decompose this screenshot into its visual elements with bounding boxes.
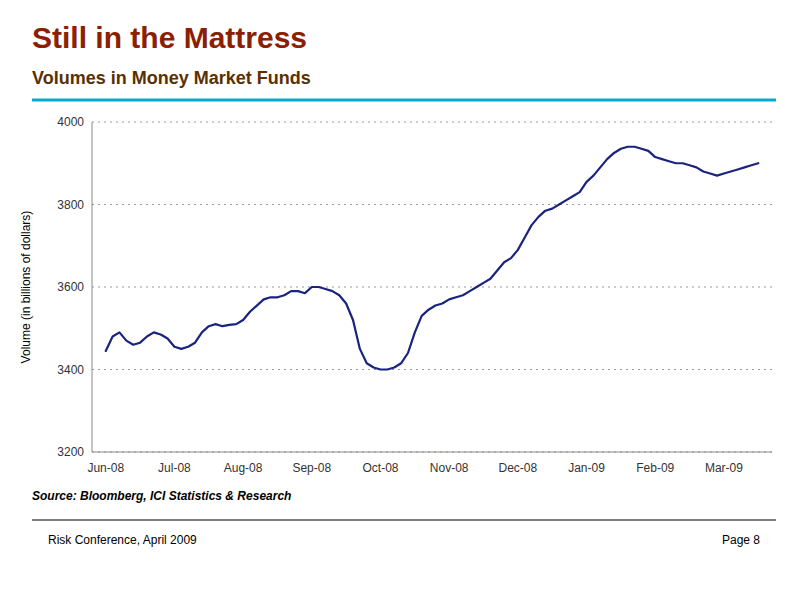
x-tick-label: Dec-08	[499, 461, 538, 475]
footer-rule	[32, 519, 776, 520]
title-rule	[32, 99, 776, 102]
y-tick-label: 3600	[57, 280, 84, 294]
x-tick-label: Jan-09	[568, 461, 605, 475]
y-tick-label: 4000	[57, 115, 84, 129]
grid-line	[92, 369, 772, 370]
y-tick-label: 3200	[57, 445, 84, 459]
chart: Still in the Mattress Volumes in Money Ma…	[0, 0, 800, 600]
y-tick-label: 3800	[57, 198, 84, 212]
footer-right: Page 8	[722, 533, 760, 547]
x-tick-label: Sep-08	[292, 461, 331, 475]
footer-left: Risk Conference, April 2009	[48, 533, 197, 547]
grid-line	[92, 452, 772, 453]
grid-line	[92, 122, 772, 123]
x-tick-label: Jun-08	[87, 461, 124, 475]
x-tick-label: Jul-08	[158, 461, 191, 475]
x-tick-label: Mar-09	[705, 461, 743, 475]
title: Still in the Mattress	[32, 21, 307, 54]
data-layer	[106, 147, 759, 370]
data-line	[106, 147, 759, 370]
x-axis	[92, 452, 772, 453]
grid-line	[92, 287, 772, 288]
y-tick-label: 3400	[57, 363, 84, 377]
source-note: Source: Bloomberg, ICI Statistics & Rese…	[32, 489, 291, 503]
grid-line	[92, 204, 772, 205]
subtitle: Volumes in Money Market Funds	[32, 68, 311, 88]
x-tick-label: Feb-09	[636, 461, 674, 475]
y-axis	[92, 122, 93, 452]
x-tick-label: Aug-08	[224, 461, 263, 475]
grid	[92, 122, 772, 452]
x-tick-label: Nov-08	[430, 461, 469, 475]
x-tick-label: Oct-08	[362, 461, 398, 475]
y-axis-label: Volume (in billions of dollars)	[19, 211, 33, 364]
